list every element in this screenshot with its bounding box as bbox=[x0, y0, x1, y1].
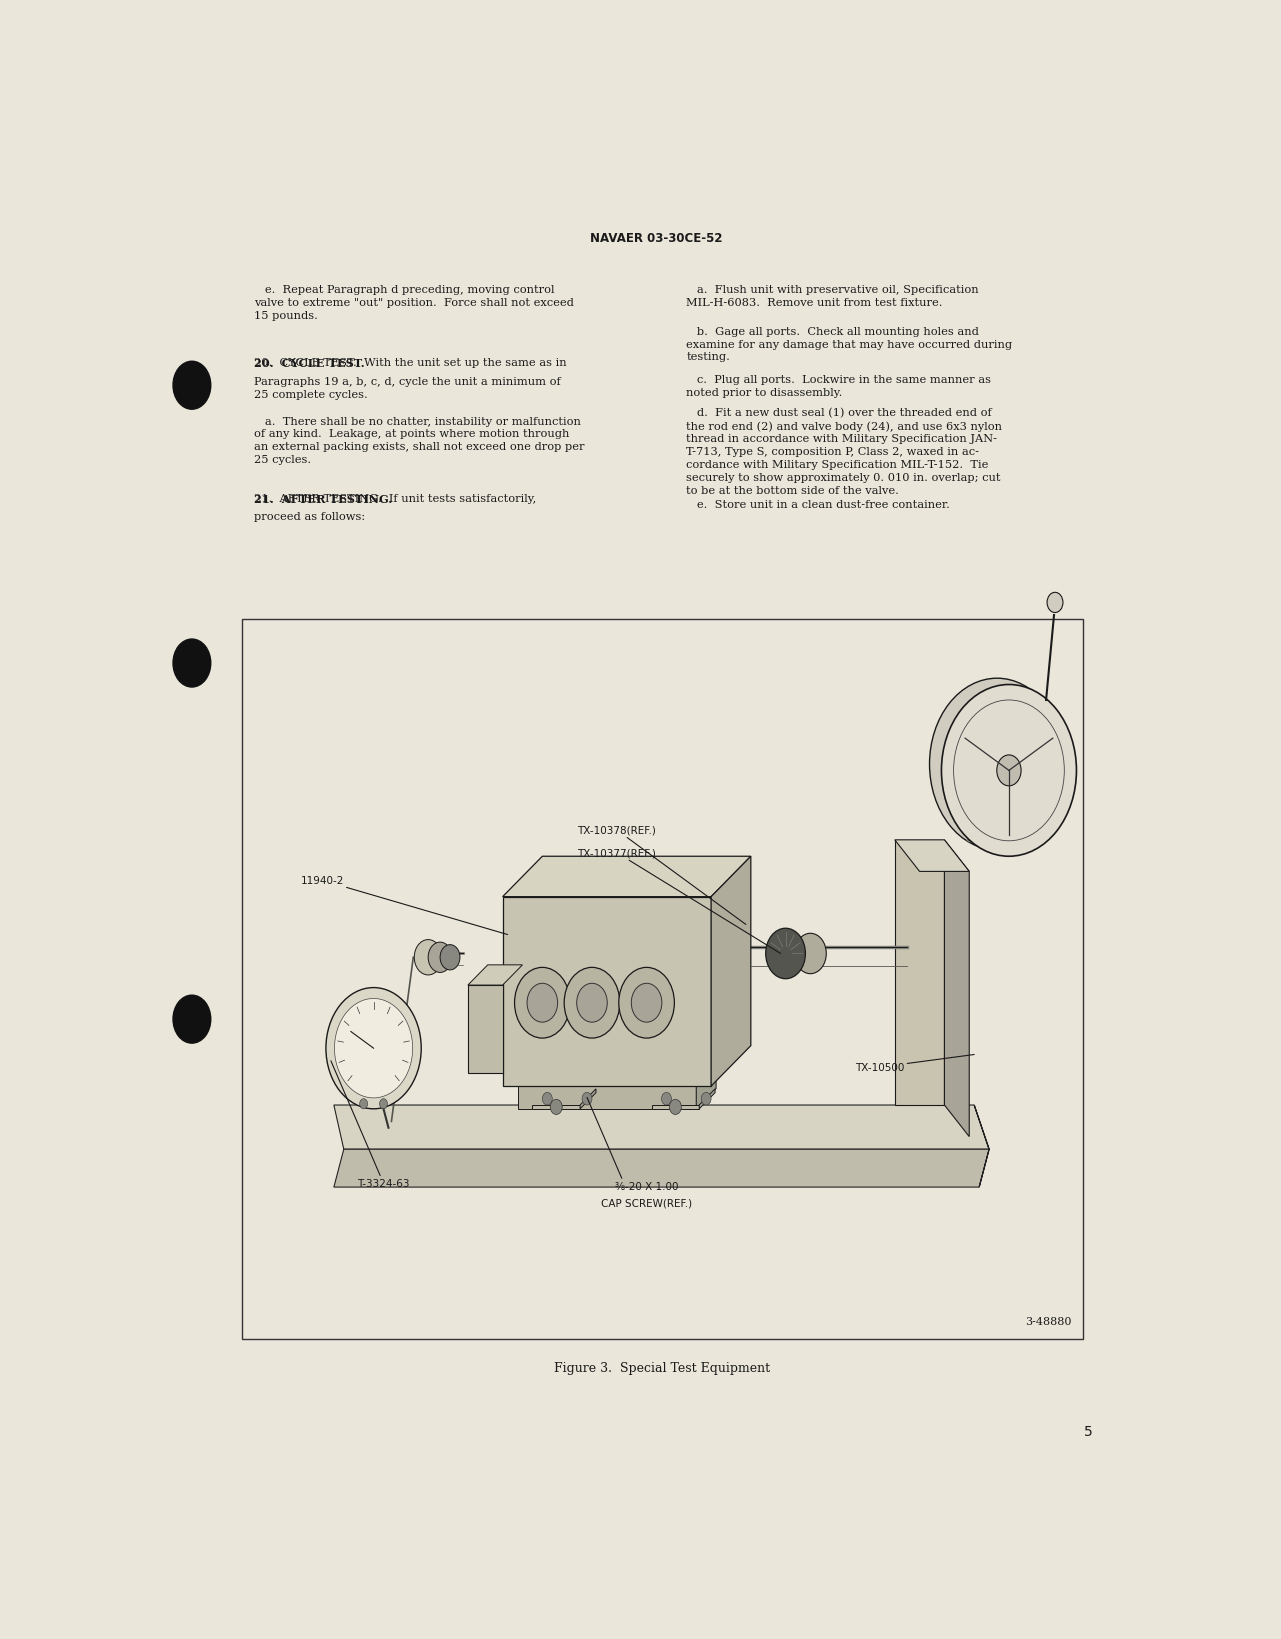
Text: 21.  AFTER TESTING.: 21. AFTER TESTING. bbox=[255, 493, 393, 505]
Text: e.  Store unit in a clean dust-free container.: e. Store unit in a clean dust-free conta… bbox=[687, 500, 951, 510]
Text: NAVAER 03-30CE-52: NAVAER 03-30CE-52 bbox=[591, 233, 722, 244]
Circle shape bbox=[441, 946, 460, 970]
Circle shape bbox=[360, 1100, 368, 1110]
Text: d.  Fit a new dust seal (1) over the threaded end of
the rod end (2) and valve b: d. Fit a new dust seal (1) over the thre… bbox=[687, 408, 1002, 495]
Circle shape bbox=[582, 1093, 592, 1105]
Text: a.  Flush unit with preservative oil, Specification
MIL-H-6083.  Remove unit fro: a. Flush unit with preservative oil, Spe… bbox=[687, 285, 979, 308]
Circle shape bbox=[701, 1093, 711, 1105]
Text: a.  There shall be no chatter, instability or malfunction
of any kind.  Leakage,: a. There shall be no chatter, instabilit… bbox=[255, 416, 585, 464]
Text: proceed as follows:: proceed as follows: bbox=[255, 511, 365, 521]
Polygon shape bbox=[711, 857, 751, 1087]
Circle shape bbox=[325, 988, 421, 1110]
Circle shape bbox=[379, 1100, 387, 1110]
Text: b.  Gage all ports.  Check all mounting holes and
examine for any damage that ma: b. Gage all ports. Check all mounting ho… bbox=[687, 326, 1012, 362]
Text: e.  Repeat Paragraph d preceding, moving control
valve to extreme "out" position: e. Repeat Paragraph d preceding, moving … bbox=[255, 285, 574, 321]
Text: TX-10377(REF.): TX-10377(REF.) bbox=[576, 847, 780, 954]
Polygon shape bbox=[894, 841, 944, 1105]
Circle shape bbox=[632, 983, 662, 1023]
Text: TX-10500: TX-10500 bbox=[856, 1056, 975, 1072]
Circle shape bbox=[173, 995, 211, 1044]
Text: 3-48880: 3-48880 bbox=[1025, 1316, 1071, 1326]
Text: Paragraphs 19 a, b, c, d, cycle the unit a minimum of
25 complete cycles.: Paragraphs 19 a, b, c, d, cycle the unit… bbox=[255, 377, 561, 400]
Bar bbox=[242, 620, 1084, 1339]
Circle shape bbox=[619, 967, 674, 1039]
Text: 5: 5 bbox=[1084, 1424, 1093, 1439]
Text: 20.  CYCLE TEST.  With the unit set up the same as in: 20. CYCLE TEST. With the unit set up the… bbox=[255, 359, 567, 369]
Circle shape bbox=[1047, 593, 1063, 613]
Text: c.  Plug all ports.  Lockwire in the same manner as
noted prior to disassembly.: c. Plug all ports. Lockwire in the same … bbox=[687, 375, 991, 397]
Polygon shape bbox=[580, 1090, 596, 1110]
Circle shape bbox=[551, 1100, 562, 1115]
Polygon shape bbox=[502, 897, 711, 1087]
Circle shape bbox=[515, 967, 570, 1039]
Polygon shape bbox=[975, 1105, 989, 1187]
Text: Figure 3.  Special Test Equipment: Figure 3. Special Test Equipment bbox=[555, 1362, 771, 1375]
Circle shape bbox=[794, 934, 826, 974]
Circle shape bbox=[930, 679, 1065, 851]
Circle shape bbox=[670, 1100, 681, 1115]
Polygon shape bbox=[468, 965, 523, 985]
Text: T-3324-63: T-3324-63 bbox=[330, 1060, 410, 1188]
Polygon shape bbox=[894, 841, 970, 872]
Circle shape bbox=[414, 941, 442, 975]
Text: ⅜-20 X 1.00: ⅜-20 X 1.00 bbox=[615, 1182, 679, 1192]
Polygon shape bbox=[944, 841, 970, 1137]
Polygon shape bbox=[468, 985, 502, 1074]
Polygon shape bbox=[518, 1087, 697, 1110]
Circle shape bbox=[173, 362, 211, 410]
Circle shape bbox=[661, 1093, 671, 1105]
Text: 20.  CYCLE TEST.: 20. CYCLE TEST. bbox=[255, 359, 365, 369]
Polygon shape bbox=[652, 1105, 699, 1110]
Circle shape bbox=[526, 983, 557, 1023]
Circle shape bbox=[564, 967, 620, 1039]
Circle shape bbox=[334, 998, 412, 1098]
Text: 21.  AFTER TESTING.  If unit tests satisfactorily,: 21. AFTER TESTING. If unit tests satisfa… bbox=[255, 493, 537, 503]
Polygon shape bbox=[502, 857, 751, 897]
Text: TX-10378(REF.): TX-10378(REF.) bbox=[576, 824, 746, 924]
Text: 11940-2: 11940-2 bbox=[301, 875, 507, 934]
Circle shape bbox=[576, 983, 607, 1023]
Polygon shape bbox=[697, 1067, 716, 1110]
Polygon shape bbox=[533, 1105, 580, 1110]
Circle shape bbox=[542, 1093, 552, 1105]
Polygon shape bbox=[699, 1090, 715, 1110]
Circle shape bbox=[428, 942, 452, 974]
Circle shape bbox=[766, 929, 806, 978]
Circle shape bbox=[173, 639, 211, 688]
Circle shape bbox=[942, 685, 1076, 857]
Circle shape bbox=[997, 756, 1021, 787]
Polygon shape bbox=[334, 1105, 989, 1149]
Text: CAP SCREW(REF.): CAP SCREW(REF.) bbox=[601, 1198, 692, 1208]
Polygon shape bbox=[334, 1149, 989, 1187]
